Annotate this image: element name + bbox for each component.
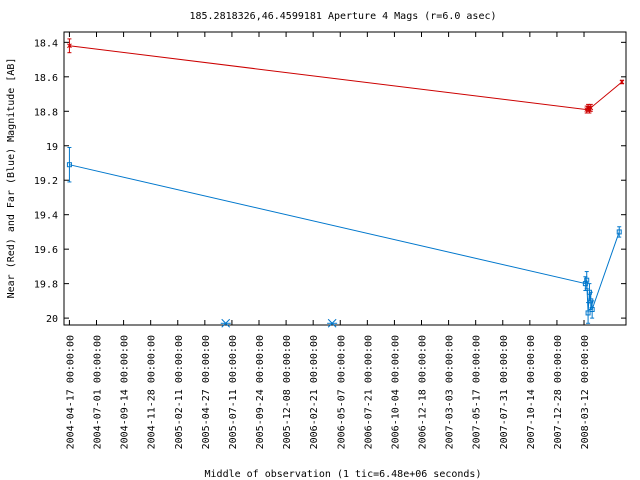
x-tick-label: 2005-09-24 00:00:00 [255, 335, 266, 449]
y-tick-label: 18.8 [34, 107, 58, 118]
x-tick-label: 2005-07-11 00:00:00 [228, 335, 239, 449]
asterisk-stroke [327, 318, 337, 328]
y-tick-label: 19.4 [34, 211, 58, 222]
upper-limits [220, 318, 338, 328]
data-point [588, 105, 594, 111]
x-tick-label: 2005-04-27 00:00:00 [201, 335, 212, 449]
data-point-stroke [588, 105, 594, 111]
error-bar [590, 300, 595, 319]
asterisk-stroke [221, 318, 231, 328]
data-point [582, 281, 588, 287]
series-2 [66, 146, 622, 324]
x-tick-label: 2007-12-28 00:00:00 [553, 335, 564, 449]
x-tick-label: 2008-03-12 00:00:00 [580, 335, 591, 449]
chart-title: 185.2818326,46.4599181 Aperture 4 Mags (… [189, 11, 496, 22]
x-tick-label: 2007-10-14 00:00:00 [526, 335, 537, 449]
x-tick-label: 2004-04-17 00:00:00 [65, 335, 76, 449]
x-tick-label: 2006-07-21 00:00:00 [363, 335, 374, 449]
data-point-stroke [67, 43, 72, 49]
x-tick-label: 2006-12-18 00:00:00 [418, 335, 429, 449]
x-axis-label: Middle of observation (1 tic=6.48e+06 se… [205, 469, 482, 480]
x-tick-label: 2005-12-08 00:00:00 [282, 335, 293, 449]
y-tick-label: 19 [46, 142, 58, 153]
data-point [67, 43, 72, 49]
data-point [589, 306, 595, 312]
y-tick-label: 18.4 [34, 38, 58, 49]
y-tick-label: 19.8 [34, 280, 58, 291]
x-tick-label: 2007-05-17 00:00:00 [472, 335, 483, 449]
y-tick-label: 19.6 [34, 245, 58, 256]
y-axis: 18.4 18.6 18.8 19 19.2 19.4 19.6 19.8 20 [34, 38, 626, 325]
data-point-stroke [619, 79, 625, 85]
x-tick-label: 2007-03-03 00:00:00 [445, 335, 456, 449]
series-1 [67, 38, 625, 114]
error-bar [617, 226, 622, 238]
x-tick-label: 2006-10-04 00:00:00 [390, 335, 401, 449]
x-tick-label: 2005-02-11 00:00:00 [174, 335, 185, 449]
data-point [585, 310, 591, 316]
y-tick-label: 20 [46, 314, 58, 325]
plot-frame [63, 31, 627, 326]
data-point [616, 229, 622, 235]
series-layer [66, 38, 625, 328]
x-tick-label: 2004-11-28 00:00:00 [147, 335, 158, 449]
x-tick-label: 2004-09-14 00:00:00 [120, 335, 131, 449]
x-axis: 2004-04-17 00:00:00 2004-07-01 00:00:00 20… [65, 32, 591, 449]
data-point [584, 277, 590, 283]
upper-limit-point [327, 318, 338, 328]
x-tick-label: 2006-05-07 00:00:00 [336, 335, 347, 449]
upper-limit-point [220, 318, 231, 328]
y-tick-label: 19.2 [34, 176, 58, 187]
x-tick-label: 2006-02-21 00:00:00 [309, 335, 320, 449]
y-axis-label: Near (Red) and Far (Blue) Magnitude [AB] [6, 58, 17, 299]
x-tick-label: 2004-07-01 00:00:00 [93, 335, 104, 449]
error-bar [67, 146, 72, 183]
data-point [619, 79, 625, 85]
error-bar [584, 271, 589, 290]
x-tick-label: 2007-07-31 00:00:00 [499, 335, 510, 449]
y-tick-label: 18.6 [34, 73, 58, 84]
data-point [66, 162, 72, 168]
